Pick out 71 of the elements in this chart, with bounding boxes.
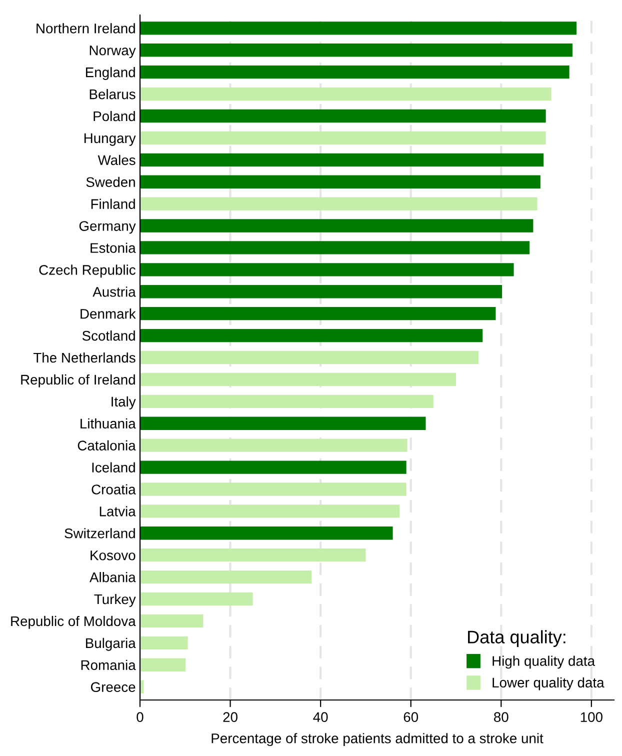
y-tick-label: Estonia: [90, 242, 136, 253]
y-tick-label: Hungary: [84, 133, 136, 146]
y-tick-label: Republic of Ireland: [21, 374, 135, 388]
x-tick-label: 0: [136, 712, 144, 722]
bar: [140, 548, 366, 562]
y-tick-label: Latvia: [100, 506, 136, 516]
y-tick-label: The Netherlands: [33, 352, 136, 363]
x-tick-label: 60: [404, 712, 418, 722]
bar: [140, 658, 186, 672]
y-tick-label: Austria: [92, 286, 136, 297]
y-tick-label: Italy: [112, 396, 136, 410]
y-tick-label: Albania: [90, 572, 136, 582]
y-tick-label: Iceland: [92, 462, 135, 472]
legend-title: Data quality:: [468, 630, 566, 648]
bar: [140, 636, 188, 650]
bar: [140, 131, 546, 145]
y-tick-label: Croatia: [92, 484, 136, 494]
bar: [140, 65, 570, 79]
bar: [140, 416, 426, 430]
bar: [140, 44, 572, 57]
y-tick-label: Sweden: [86, 176, 135, 188]
y-tick-label: Republic of Moldova: [11, 616, 136, 629]
bar: [140, 219, 534, 232]
x-tick-label: 100: [580, 712, 602, 722]
y-tick-label: Finland: [91, 198, 135, 209]
y-tick-label: Germany: [79, 221, 136, 234]
bar: [140, 263, 514, 276]
y-tick-label: England: [86, 67, 135, 80]
bar: [140, 504, 400, 518]
bar: [140, 614, 204, 628]
y-tick-label: Greece: [90, 682, 136, 692]
bar: [140, 350, 479, 364]
x-axis-title: Percentage of stroke patients admitted to a stroke unit: [212, 733, 544, 746]
y-tick-label: Switzerland: [64, 528, 135, 538]
y-tick-label: Poland: [94, 110, 135, 122]
bar: [140, 285, 502, 298]
bar: [140, 592, 253, 606]
bar: [140, 460, 406, 474]
bar: [140, 307, 496, 320]
bar: [140, 241, 530, 254]
y-tick-label: Belarus: [90, 89, 136, 100]
bar: [140, 372, 456, 386]
bar: [140, 197, 538, 210]
bar: [140, 175, 540, 188]
y-tick-label: Catalonia: [78, 440, 136, 450]
bar: [140, 482, 406, 496]
y-tick-label: Kosovo: [90, 550, 136, 560]
y-tick-label: Bulgaria: [86, 638, 136, 651]
bar: [140, 438, 408, 452]
bar: [140, 153, 544, 166]
x-tick-label: 40: [313, 712, 328, 722]
bar: [140, 570, 312, 584]
y-tick-label: Czech Republic: [39, 264, 136, 278]
y-tick-label: Denmark: [80, 308, 136, 319]
x-tick-label: 20: [223, 712, 238, 722]
y-tick-label: Northern Ireland: [36, 23, 135, 34]
y-tick-label: Norway: [90, 46, 136, 58]
y-tick-label: Scotland: [82, 330, 135, 341]
legend-label: Lower quality data: [492, 677, 604, 690]
bar: [140, 526, 393, 540]
bar: [140, 328, 483, 342]
x-tick-label: 80: [494, 712, 508, 722]
bar: [140, 22, 577, 35]
y-tick-label: Lithuania: [80, 418, 136, 429]
y-tick-label: Romania: [81, 660, 136, 670]
bar: [140, 109, 546, 123]
y-tick-label: Turkey: [94, 594, 136, 607]
bar: [140, 87, 552, 101]
legend-label: High quality data: [492, 656, 596, 669]
y-tick-label: Wales: [98, 154, 136, 166]
bar: [140, 394, 434, 408]
